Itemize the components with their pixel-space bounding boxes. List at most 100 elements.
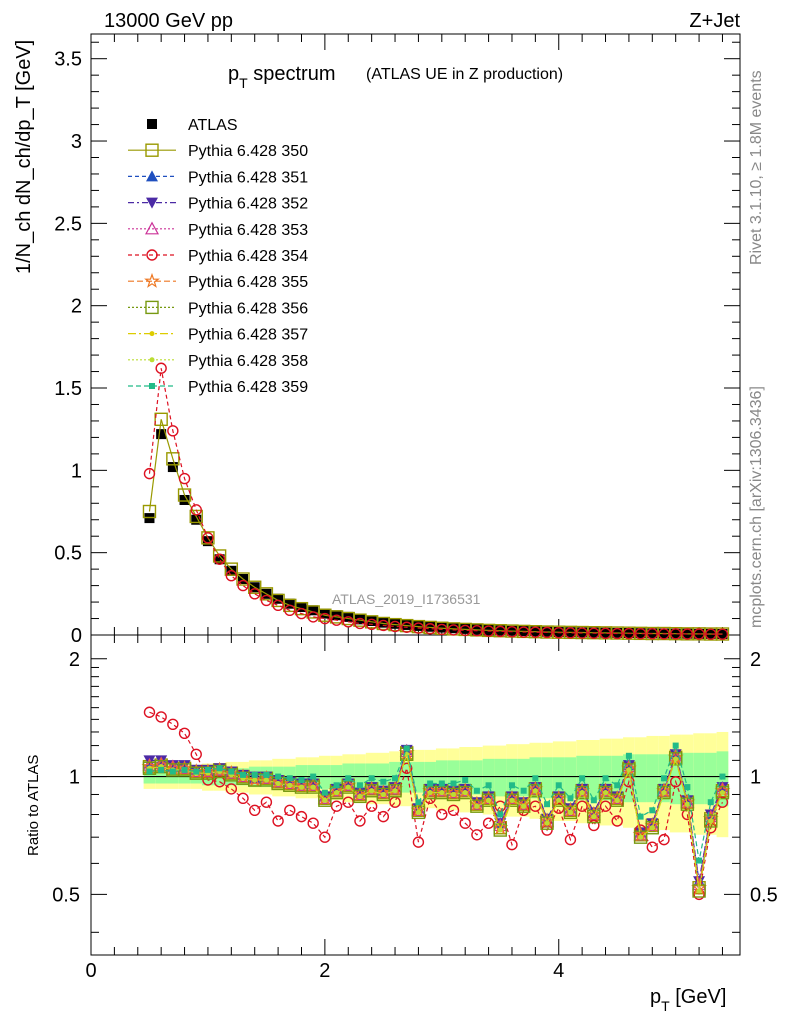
- data-point: [310, 773, 317, 780]
- legend-marker: [144, 272, 160, 288]
- data-point: [190, 748, 202, 760]
- data-point: [450, 780, 457, 787]
- data-point: [649, 825, 655, 831]
- data-point: [330, 614, 343, 626]
- data-point: [599, 627, 612, 640]
- legend-item: Pythia 6.428 350: [128, 143, 308, 160]
- data-point: [590, 797, 597, 804]
- data-point: [202, 536, 213, 547]
- data-point: [516, 796, 531, 810]
- data-point: [459, 624, 471, 637]
- data-point: [693, 628, 705, 640]
- data-point: [201, 531, 215, 545]
- data-point: [413, 620, 424, 631]
- data-point: [249, 804, 261, 816]
- legend-item: Pythia 6.428 356: [128, 300, 308, 317]
- data-point: [390, 618, 401, 629]
- ratio-band-inner: [412, 761, 425, 793]
- data-point: [167, 425, 179, 437]
- data-point: [719, 790, 725, 796]
- header-left: 13000 GeV pp: [104, 10, 233, 32]
- data-point: [556, 797, 562, 803]
- data-point: [287, 782, 293, 788]
- data-point: [486, 797, 492, 803]
- ratio-band-inner: [471, 760, 483, 795]
- legend-item: Pythia 6.428 353: [128, 221, 308, 239]
- data-point: [673, 756, 679, 762]
- y-axis-label-main: 1/N_ch dN_ch/dp_T [GeV]: [13, 40, 35, 274]
- data-point: [388, 784, 402, 798]
- data-point: [263, 771, 270, 778]
- data-point: [684, 784, 691, 791]
- legend-label: Pythia 6.428 355: [188, 274, 308, 291]
- data-point: [202, 532, 214, 544]
- legend-label: Pythia 6.428 353: [188, 222, 308, 239]
- data-point: [614, 797, 620, 803]
- data-point: [649, 807, 656, 814]
- data-point: [497, 827, 503, 833]
- data-point: [366, 616, 377, 627]
- data-point: [622, 760, 635, 772]
- data-point: [401, 621, 413, 633]
- ratio-band-inner: [506, 758, 518, 797]
- data-point: [169, 768, 176, 775]
- data-point: [380, 791, 386, 797]
- data-point: [365, 618, 378, 630]
- data-point: [298, 784, 304, 790]
- data-point: [345, 775, 352, 782]
- y-ratio-tick-label: 2: [69, 649, 80, 671]
- data-point: [307, 611, 319, 623]
- data-point: [178, 760, 191, 772]
- ratio-band-inner: [611, 755, 624, 801]
- data-point: [506, 838, 518, 851]
- ratio-panel-frame: [90, 634, 741, 956]
- data-point: [295, 607, 308, 620]
- ratio-band-inner: [646, 754, 659, 803]
- ratio-band-inner: [482, 758, 495, 797]
- legend-label: Pythia 6.428 359: [188, 379, 308, 396]
- data-point: [497, 811, 504, 818]
- data-point: [213, 776, 226, 788]
- data-point: [190, 504, 202, 516]
- data-point: [588, 627, 600, 639]
- data-point: [146, 768, 153, 775]
- data-point: [680, 797, 695, 811]
- data-point: [684, 801, 690, 807]
- data-point: [458, 785, 472, 800]
- data-point: [681, 628, 694, 640]
- data-point: [634, 627, 647, 640]
- legend-marker: [146, 170, 158, 182]
- data-point: [646, 841, 658, 853]
- data-point: [614, 782, 621, 789]
- data-point: [240, 771, 247, 778]
- data-point: [193, 768, 200, 775]
- data-point: [696, 857, 703, 864]
- data-point: [388, 781, 403, 795]
- series-line: [149, 711, 724, 895]
- y-ratio-tick-label-right: 2: [750, 649, 761, 671]
- data-point: [504, 791, 519, 804]
- legend-item: Pythia 6.428 351: [128, 169, 308, 186]
- data-point: [611, 815, 623, 827]
- data-point: [319, 831, 331, 843]
- data-point: [716, 628, 729, 640]
- data-point: [509, 797, 515, 803]
- data-point: [517, 626, 530, 638]
- data-point: [392, 775, 399, 782]
- data-point: [521, 803, 527, 809]
- data-point: [544, 801, 551, 808]
- data-point: [364, 781, 379, 795]
- data-point: [412, 622, 425, 634]
- data-point: [715, 785, 730, 800]
- data-point: [532, 775, 539, 782]
- axis-ticks: 0 2 400.511.522.533.50.5 0.51 12 2: [52, 34, 778, 982]
- data-point: [412, 836, 425, 848]
- data-point: [544, 820, 550, 826]
- data-point: [482, 625, 495, 637]
- data-point: [403, 745, 410, 752]
- data-point: [598, 783, 613, 797]
- data-point: [462, 776, 469, 783]
- data-point: [411, 805, 426, 820]
- legend-marker: [149, 357, 155, 363]
- ratio-band-inner: [564, 757, 577, 799]
